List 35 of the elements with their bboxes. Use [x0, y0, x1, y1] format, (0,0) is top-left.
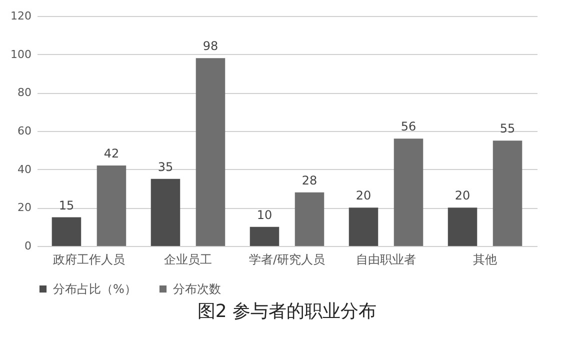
y-tick-label: 100 [10, 48, 32, 61]
x-tick-label: 自由职业者 [356, 252, 416, 266]
x-tick-label: 学者/研究人员 [248, 252, 326, 266]
data-label: 98 [202, 39, 218, 54]
y-tick-label: 20 [18, 201, 32, 214]
x-tick-label: 企业员工 [164, 252, 212, 266]
text: 图2 参与者的职业分布 [197, 301, 377, 322]
data-label: 42 [104, 146, 120, 160]
data-label: 10 [256, 208, 272, 222]
legend-label: 分布次数 [173, 282, 221, 296]
y-tick-label: 80 [18, 86, 32, 100]
legend-label: 分布占比（%） [53, 282, 136, 296]
bar [52, 217, 82, 246]
bar [348, 208, 378, 246]
bar [250, 226, 280, 246]
bar [96, 166, 126, 246]
y-tick-label: 120 [10, 10, 32, 22]
y-tick-label: 40 [18, 162, 32, 176]
data-label: 56 [400, 120, 416, 134]
bar [394, 138, 424, 246]
data-label: 20 [356, 188, 372, 203]
y-tick-label: 0 [24, 240, 32, 252]
y-tick-label: 60 [18, 124, 32, 138]
bar [294, 192, 324, 246]
data-label: 15 [58, 198, 74, 212]
x-tick-label: 政府工作人员 [52, 252, 125, 266]
bar [492, 140, 522, 246]
bar [196, 58, 226, 246]
bar [150, 178, 180, 246]
data-label: 55 [500, 122, 516, 136]
x-tick-label: 其他 [473, 252, 498, 266]
data-label: 20 [454, 188, 470, 203]
data-label: 35 [158, 160, 174, 174]
data-label: 28 [302, 173, 318, 188]
bar [448, 208, 478, 246]
